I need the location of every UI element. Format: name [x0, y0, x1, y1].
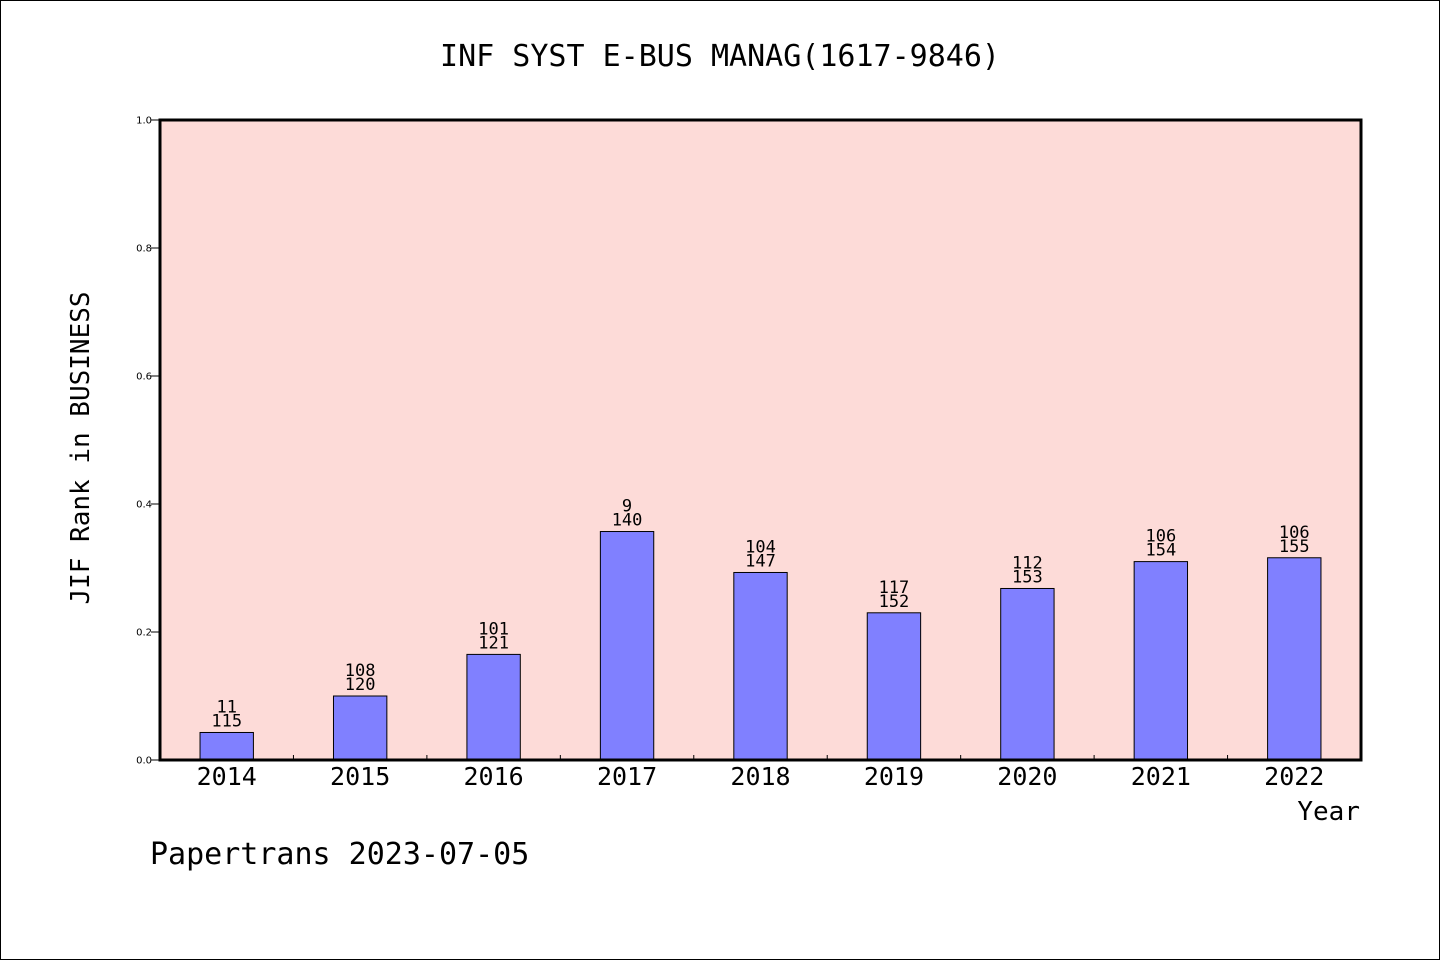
x-tick-label: 2019: [864, 762, 924, 791]
bar-total-label: 140: [612, 511, 643, 531]
bar-rank-label: 117: [879, 578, 910, 598]
bar-2021: [1133, 561, 1189, 761]
bar-2017: [599, 531, 655, 761]
bar-total-label: 147: [745, 551, 776, 571]
bar-total-label: 115: [211, 711, 242, 731]
bar-rank-label: 106: [1279, 523, 1310, 543]
bar-rank-label: 108: [345, 661, 376, 681]
bar-rank-label: 112: [1012, 553, 1043, 573]
x-tick-label: 2018: [730, 762, 790, 791]
x-axis-label: Year: [1297, 797, 1360, 827]
y-axis-label: JIF Rank in BUSINESS: [66, 291, 96, 604]
bar-rank-label: 101: [478, 619, 509, 639]
x-tick-label: 2016: [464, 762, 524, 791]
x-tick-label: 2021: [1131, 762, 1191, 791]
y-tick-label: 0.2: [136, 628, 152, 639]
bar-2016: [466, 653, 521, 761]
bar-2014: [199, 731, 254, 761]
y-tick-label: 0.8: [136, 244, 152, 255]
x-tick-label: 2015: [330, 762, 390, 791]
bar-total-label: 154: [1145, 541, 1176, 561]
x-axis: 2014 2015 2016 2017 2018 2019 2020 2021 2022: [197, 755, 1324, 791]
y-tick-label: 0.0: [136, 756, 152, 767]
bar-total-label: 155: [1279, 537, 1310, 557]
bar-total-label: 121: [478, 633, 509, 653]
y-tick-label: 0.4: [136, 500, 152, 511]
bar-2022: [1267, 557, 1322, 761]
bar-2020: [1000, 587, 1055, 761]
bar-rank-label: 11: [216, 697, 236, 717]
bars: [199, 531, 1322, 761]
bar-2018: [733, 571, 788, 761]
plot-border: [158, 118, 1363, 762]
bar-rank-label: 104: [745, 537, 776, 557]
y-tick-label: 1.0: [136, 116, 152, 127]
y-axis: 0.0 0.2 0.4 0.6 0.8 1.0: [136, 116, 160, 767]
x-tick-label: 2017: [597, 762, 657, 791]
bar-2019: [866, 612, 922, 761]
bar-rank-label: 106: [1145, 527, 1176, 547]
bar-total-label: 153: [1012, 567, 1043, 587]
x-tick-label: 2022: [1264, 762, 1324, 791]
bar-2015: [332, 695, 388, 761]
chart-title: INF SYST E-BUS MANAG(1617-9846): [440, 39, 1000, 74]
bar-total-label: 152: [879, 592, 910, 612]
x-tick-label: 2020: [997, 762, 1057, 791]
footer-credit: Papertrans 2023-07-05: [150, 837, 529, 872]
x-tick-label: 2014: [197, 762, 257, 791]
y-tick-label: 0.6: [136, 372, 152, 383]
bar-rank-label: 9: [622, 497, 632, 517]
bar-total-label: 120: [345, 675, 376, 695]
